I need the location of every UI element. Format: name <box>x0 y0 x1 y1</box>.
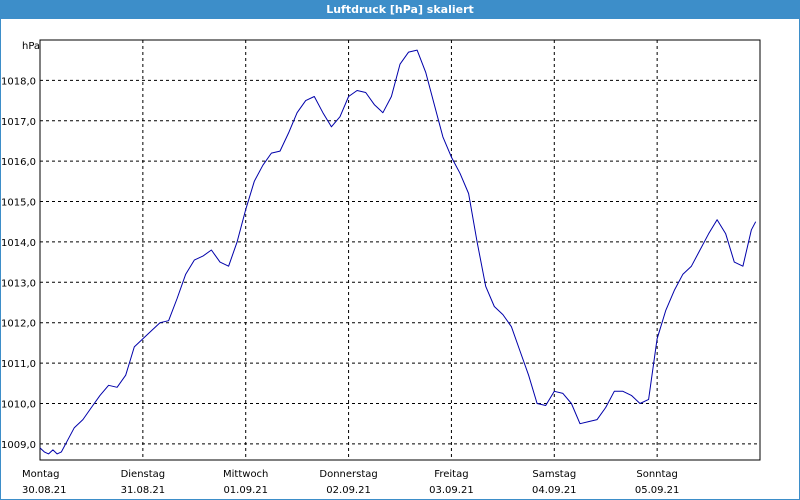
y-tick-label: 1009,0 <box>1 440 36 451</box>
y-tick-label: 1017,0 <box>1 117 36 128</box>
x-tick-date-label: 31.08.21 <box>121 485 166 496</box>
x-tick-date-label: 04.09.21 <box>532 485 577 496</box>
x-tick-date-label: 01.09.21 <box>223 485 268 496</box>
chart-title: Luftdruck [hPa] skaliert <box>1 1 799 19</box>
pressure-series-line <box>39 49 757 455</box>
y-axis-ticks: 1009,0 1010,0 1011,0 1012,0 1013,0 1014,0 1015… <box>1 76 36 450</box>
y-tick-label: 1014,0 <box>1 238 36 249</box>
y-tick-label: 1018,0 <box>1 76 36 87</box>
x-tick-day-label: Dienstag <box>121 469 166 480</box>
y-tick-label: 1011,0 <box>1 359 36 370</box>
y-axis-unit-label: hPa <box>22 41 40 52</box>
x-tick-date-label: 03.09.21 <box>429 485 474 496</box>
x-tick-date-label: 30.08.21 <box>22 485 67 496</box>
x-tick-day-label: Sonntag <box>636 469 678 480</box>
x-tick-day-label: Samstag <box>532 469 576 480</box>
grid-lines <box>40 40 760 460</box>
x-tick-day-label: Freitag <box>434 469 468 480</box>
y-tick-label: 1015,0 <box>1 198 36 209</box>
y-tick-label: 1016,0 <box>1 157 36 168</box>
x-tick-day-label: Donnerstag <box>319 469 377 480</box>
y-tick-label: 1013,0 <box>1 278 36 289</box>
y-tick-label: 1010,0 <box>1 399 36 410</box>
x-tick-date-label: 05.09.21 <box>635 485 680 496</box>
x-axis-ticks: Montag 30.08.21 Dienstag 31.08.21 Mittwoch 01… <box>22 469 679 496</box>
x-tick-date-label: 02.09.21 <box>326 485 371 496</box>
x-tick-day-label: Mittwoch <box>223 469 268 480</box>
plot-area-border <box>39 39 761 461</box>
series-layer <box>39 49 757 455</box>
x-tick-day-label: Montag <box>22 469 59 480</box>
y-tick-label: 1012,0 <box>1 319 36 330</box>
